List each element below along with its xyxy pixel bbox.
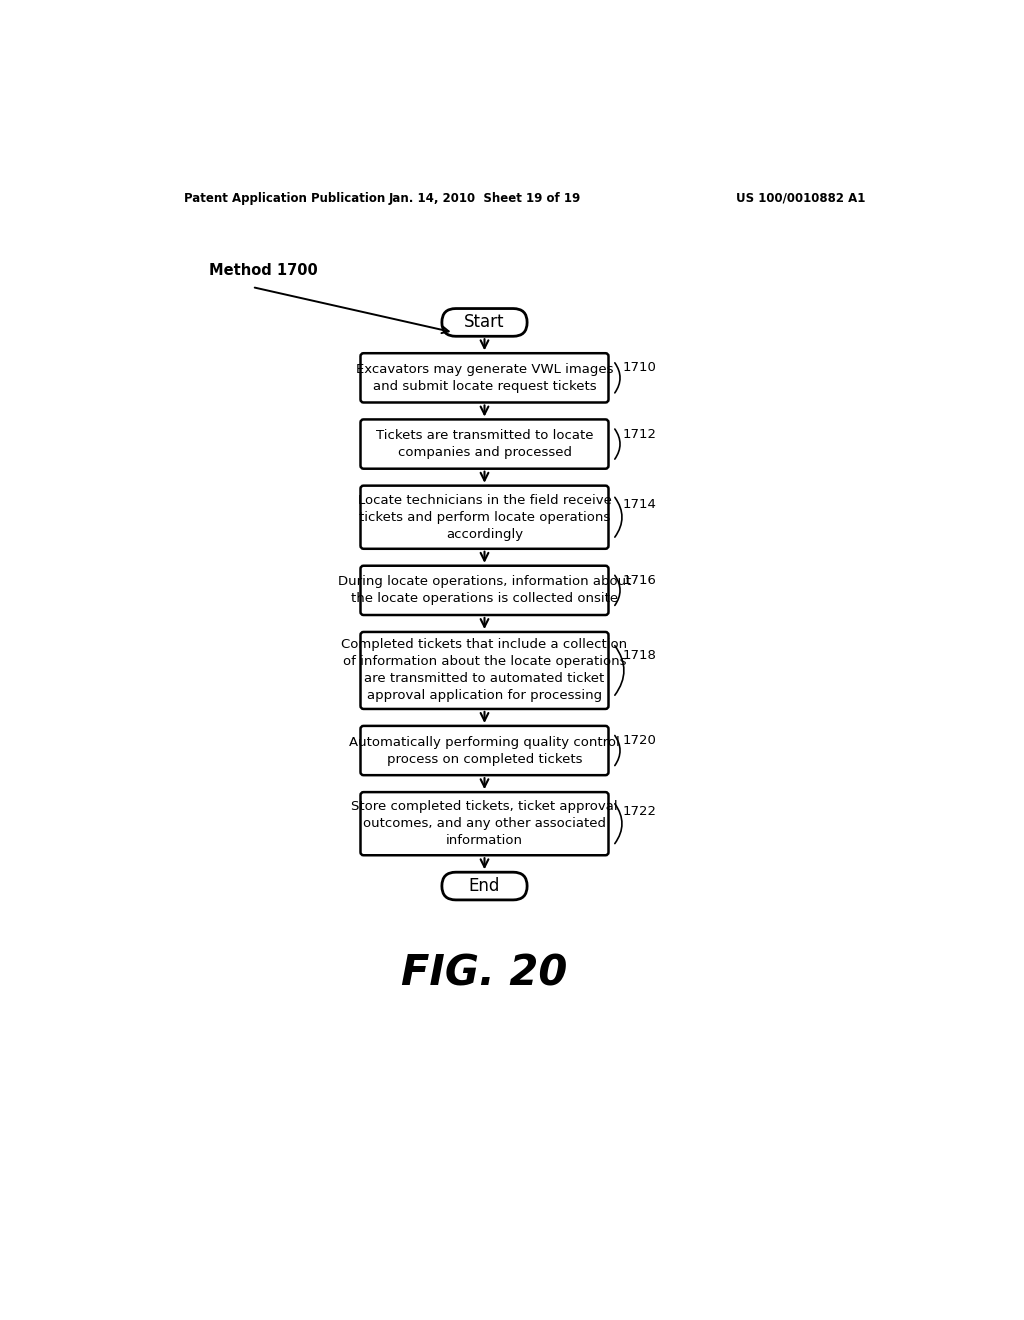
Text: 1718: 1718: [623, 648, 656, 661]
Text: Store completed tickets, ticket approval
outcomes, and any other associated
info: Store completed tickets, ticket approval…: [351, 800, 617, 847]
FancyBboxPatch shape: [360, 566, 608, 615]
FancyBboxPatch shape: [360, 792, 608, 855]
Text: 1714: 1714: [623, 498, 656, 511]
Text: Locate technicians in the field receive
tickets and perform locate operations
ac: Locate technicians in the field receive …: [357, 494, 611, 541]
Text: 1712: 1712: [623, 428, 656, 441]
Text: FIG. 20: FIG. 20: [401, 952, 567, 994]
FancyBboxPatch shape: [442, 309, 527, 337]
Text: 1722: 1722: [623, 805, 656, 817]
FancyBboxPatch shape: [360, 354, 608, 403]
FancyBboxPatch shape: [360, 632, 608, 709]
FancyBboxPatch shape: [360, 726, 608, 775]
FancyBboxPatch shape: [442, 873, 527, 900]
FancyBboxPatch shape: [360, 486, 608, 549]
Text: Jan. 14, 2010  Sheet 19 of 19: Jan. 14, 2010 Sheet 19 of 19: [388, 191, 581, 205]
Text: Method 1700: Method 1700: [209, 263, 318, 277]
Text: Patent Application Publication: Patent Application Publication: [183, 191, 385, 205]
Text: End: End: [469, 876, 500, 895]
Text: Completed tickets that include a collection
of information about the locate oper: Completed tickets that include a collect…: [341, 639, 628, 702]
FancyBboxPatch shape: [360, 420, 608, 469]
Text: Start: Start: [464, 313, 505, 331]
Text: US 100/0010882 A1: US 100/0010882 A1: [736, 191, 866, 205]
Text: Tickets are transmitted to locate
companies and processed: Tickets are transmitted to locate compan…: [376, 429, 593, 459]
Text: During locate operations, information about
the locate operations is collected o: During locate operations, information ab…: [338, 576, 631, 606]
Text: Excavators may generate VWL images
and submit locate request tickets: Excavators may generate VWL images and s…: [355, 363, 613, 393]
Text: 1720: 1720: [623, 734, 656, 747]
Text: 1710: 1710: [623, 362, 656, 375]
Text: 1716: 1716: [623, 574, 656, 587]
Text: Automatically performing quality control
process on completed tickets: Automatically performing quality control…: [349, 735, 620, 766]
